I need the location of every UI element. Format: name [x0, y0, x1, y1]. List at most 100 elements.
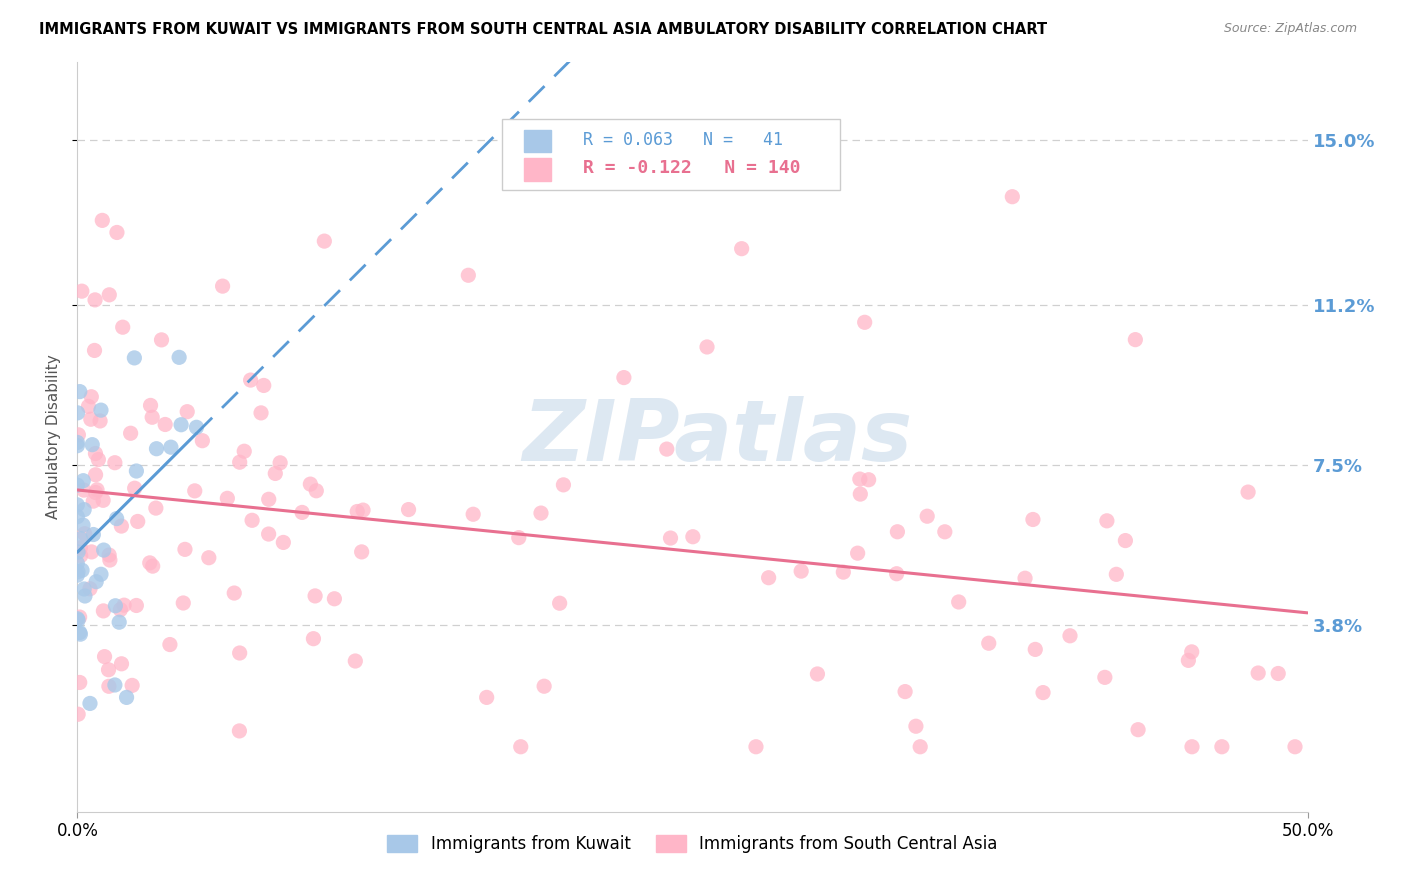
Point — [69, 532, 91, 546]
Point — [66, 498, 89, 512]
Point — [508, 531, 530, 545]
Point — [853, 315, 876, 329]
Point — [77, 400, 100, 414]
Point — [352, 503, 374, 517]
Point — [291, 505, 314, 519]
Point — [91, 493, 114, 508]
Point — [145, 501, 167, 516]
Point — [346, 504, 368, 518]
Point — [1094, 670, 1116, 684]
Point — [82, 527, 104, 541]
Point — [240, 513, 263, 527]
Point — [1059, 629, 1081, 643]
Point — [302, 632, 325, 646]
Point — [66, 406, 89, 420]
Point — [1125, 333, 1147, 347]
Point — [66, 435, 89, 450]
Point — [269, 456, 291, 470]
Point — [108, 615, 131, 630]
Point — [73, 526, 96, 541]
Point — [184, 483, 207, 498]
Point — [548, 596, 571, 610]
Point — [69, 384, 91, 399]
Point — [228, 723, 250, 738]
Legend: Immigrants from Kuwait, Immigrants from South Central Asia: Immigrants from Kuwait, Immigrants from … — [381, 828, 1004, 860]
Point — [977, 636, 1000, 650]
Point — [731, 242, 754, 256]
Point — [170, 417, 193, 432]
Point — [80, 412, 103, 426]
Point — [463, 508, 485, 522]
Point — [104, 456, 127, 470]
Point — [145, 442, 167, 456]
Point — [80, 545, 103, 559]
Point — [66, 509, 89, 524]
Point — [1237, 485, 1260, 500]
Point — [233, 444, 256, 458]
Point — [257, 492, 280, 507]
Point — [69, 610, 91, 624]
Point — [73, 502, 96, 516]
Point — [97, 663, 120, 677]
Point — [105, 226, 128, 240]
Point — [790, 564, 813, 578]
Point — [305, 483, 328, 498]
Text: R = 0.063   N =   41: R = 0.063 N = 41 — [583, 130, 783, 149]
Point — [69, 549, 91, 563]
Point — [257, 527, 280, 541]
Point — [858, 473, 880, 487]
Point — [110, 519, 132, 533]
Point — [98, 548, 121, 562]
Point — [72, 518, 94, 533]
Point — [91, 213, 114, 227]
Point — [655, 442, 678, 456]
Point — [172, 596, 194, 610]
Point — [67, 545, 90, 559]
Point — [894, 684, 917, 698]
Point — [67, 427, 90, 442]
Point — [70, 284, 93, 298]
Point — [304, 589, 326, 603]
Point — [904, 719, 927, 733]
Point — [66, 439, 89, 453]
Point — [934, 524, 956, 539]
Point — [613, 370, 636, 384]
Point — [89, 414, 111, 428]
Point — [66, 612, 89, 626]
Point — [745, 739, 768, 754]
Point — [66, 565, 89, 579]
Bar — [524, 130, 551, 153]
Point — [84, 446, 107, 460]
Point — [79, 582, 101, 596]
Point — [1247, 666, 1270, 681]
Point — [84, 467, 107, 482]
Point — [139, 556, 162, 570]
Point — [174, 542, 197, 557]
Point — [211, 279, 233, 293]
Point — [84, 485, 107, 500]
Point — [160, 440, 183, 454]
Point — [69, 625, 91, 640]
Point — [849, 472, 872, 486]
Point — [84, 293, 107, 307]
Point — [217, 491, 239, 506]
Point — [475, 690, 498, 705]
Point — [264, 467, 287, 481]
Point — [141, 410, 163, 425]
Point — [125, 464, 148, 478]
Point — [90, 403, 112, 417]
Point — [69, 627, 91, 641]
Point — [110, 602, 132, 616]
Point — [86, 483, 108, 497]
Point — [1126, 723, 1149, 737]
Point — [1211, 739, 1233, 754]
Point — [142, 559, 165, 574]
Point — [97, 679, 120, 693]
Point — [72, 474, 94, 488]
Point — [948, 595, 970, 609]
Point — [82, 437, 104, 451]
Point — [127, 515, 149, 529]
Point — [273, 535, 295, 549]
Point — [1095, 514, 1118, 528]
Point — [150, 333, 173, 347]
